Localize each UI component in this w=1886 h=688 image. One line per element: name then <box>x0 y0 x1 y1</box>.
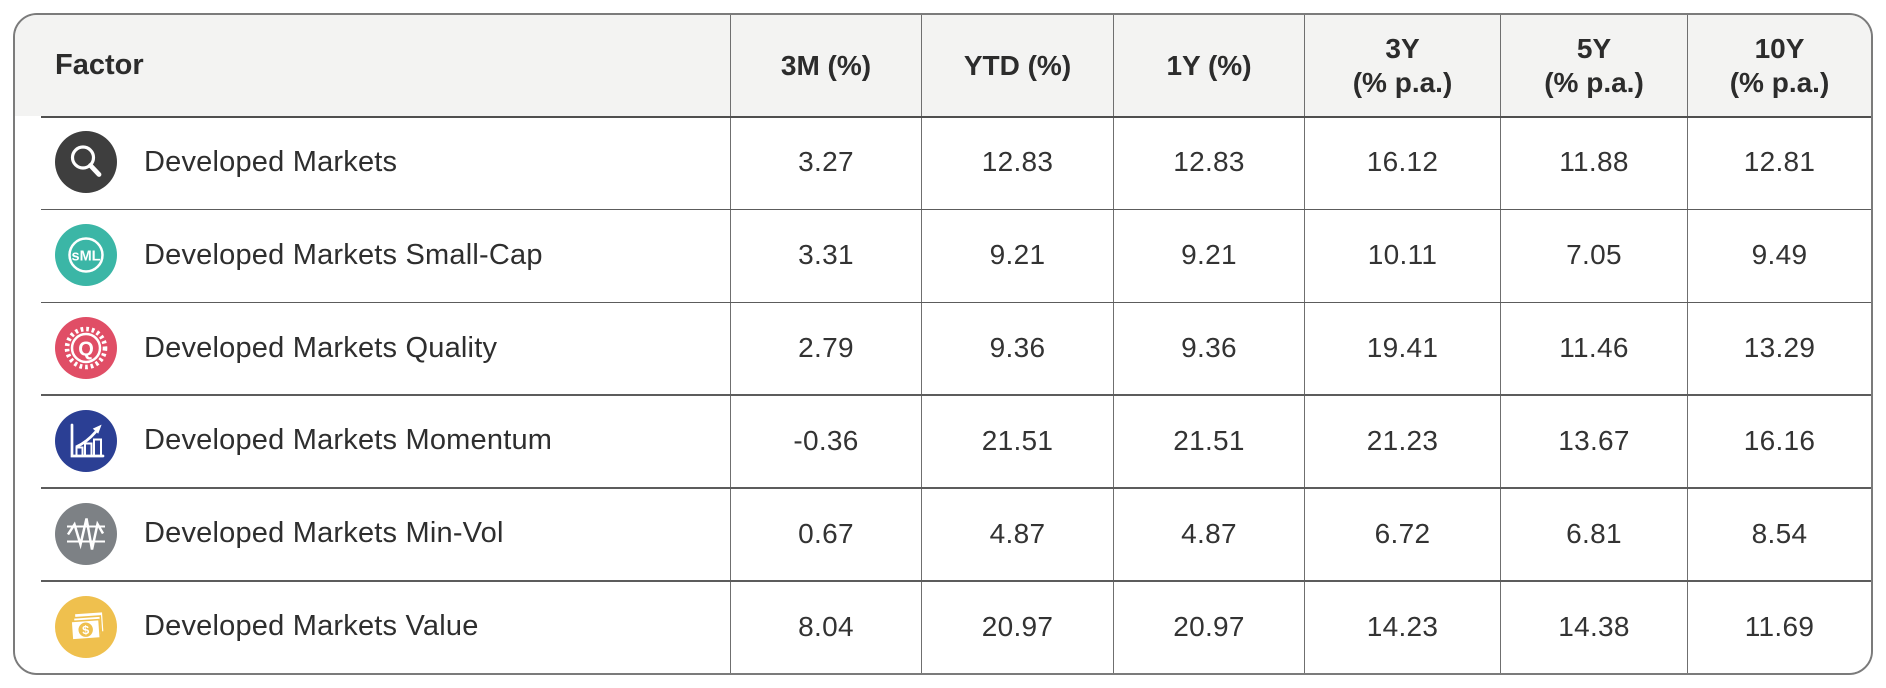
column-header-label: 10Y <box>1754 33 1805 65</box>
value-cell: 6.72 <box>1304 487 1500 581</box>
value-cell: 6.81 <box>1500 487 1687 581</box>
value-cell: 11.69 <box>1687 580 1871 673</box>
momentum-chart-icon <box>55 409 117 472</box>
value-cell: 13.29 <box>1687 301 1871 395</box>
magnifier-icon <box>55 131 117 194</box>
quality-seal-icon: Q <box>55 317 117 380</box>
column-header-factor: Factor <box>15 15 730 116</box>
value-cell: 14.38 <box>1500 580 1687 673</box>
value-cell: 16.16 <box>1687 394 1871 488</box>
value-cell: 20.97 <box>1113 580 1304 673</box>
column-header-sublabel: (% p.a.) <box>1352 66 1453 98</box>
value-cell: 9.36 <box>921 301 1113 395</box>
column-header-label: 5Y <box>1576 33 1612 65</box>
small-cap-badge-icon: sML <box>55 224 117 287</box>
factor-label: Developed Markets Min-Vol <box>144 517 504 550</box>
svg-text:$: $ <box>82 623 90 637</box>
volatility-line-icon <box>55 502 117 565</box>
value-cell: 7.05 <box>1500 208 1687 302</box>
value-cell: 9.36 <box>1113 301 1304 395</box>
value-cell: 19.41 <box>1304 301 1500 395</box>
column-header-5y: 5Y (% p.a.) <box>1500 15 1687 116</box>
factor-cell: Developed Markets Min-Vol <box>15 487 730 580</box>
value-cell: 9.49 <box>1687 208 1871 302</box>
value-cell: 3.31 <box>730 208 921 302</box>
column-header-label: YTD (%) <box>963 49 1072 81</box>
value-cell: 8.04 <box>730 580 921 673</box>
value-cell: 21.23 <box>1304 394 1500 488</box>
value-cell: 11.88 <box>1500 116 1687 209</box>
svg-text:sML: sML <box>72 249 101 265</box>
value-cell: 12.81 <box>1687 116 1871 209</box>
value-cell: 16.12 <box>1304 116 1500 209</box>
factor-cell: $ Developed Markets Value <box>15 580 730 673</box>
factor-label: Developed Markets Value <box>144 610 479 643</box>
factor-label: Developed Markets Small-Cap <box>144 238 543 271</box>
value-cell: 13.67 <box>1500 394 1687 488</box>
column-header-label: 3Y <box>1385 33 1420 65</box>
value-cell: 10.11 <box>1304 208 1500 302</box>
value-cell: 14.23 <box>1304 580 1500 673</box>
table-row-quality: Q Developed Markets Quality 2.79 9.36 9.… <box>15 301 1871 395</box>
column-header-3y: 3Y (% p.a.) <box>1304 15 1500 116</box>
value-cell: 21.51 <box>1113 394 1304 488</box>
money-icon: $ <box>55 595 117 658</box>
factor-cell: Q Developed Markets Quality <box>15 302 730 395</box>
value-cell: 11.46 <box>1500 301 1687 395</box>
table-header-row: Factor 3M (%) YTD (%) 1Y (%) 3Y (% p.a.) … <box>15 15 1871 116</box>
value-cell: 12.83 <box>1113 116 1304 209</box>
factor-label: Developed Markets <box>144 145 398 178</box>
value-cell: 9.21 <box>1113 208 1304 302</box>
table-row-min-vol: Developed Markets Min-Vol 0.67 4.87 4.87… <box>15 487 1871 581</box>
factor-label: Developed Markets Quality <box>144 331 498 364</box>
value-cell: 20.97 <box>921 580 1113 673</box>
column-header-label: 3M (%) <box>780 49 872 81</box>
column-header-10y: 10Y (% p.a.) <box>1687 15 1871 116</box>
value-cell: 8.54 <box>1687 487 1871 581</box>
factor-cell: sML Developed Markets Small-Cap <box>15 209 730 302</box>
table-row-small-cap: sML Developed Markets Small-Cap 3.31 9.2… <box>15 208 1871 302</box>
column-header-sublabel: (% p.a.) <box>1544 66 1644 98</box>
value-cell: -0.36 <box>730 394 921 488</box>
value-cell: 12.83 <box>921 116 1113 209</box>
value-cell: 4.87 <box>1113 487 1304 581</box>
value-cell: 3.27 <box>730 116 921 209</box>
table-row-value: $ Developed Markets Value 8.04 20.97 20.… <box>15 580 1871 673</box>
column-header-ytd: YTD (%) <box>921 15 1113 116</box>
table-row-developed-markets: Developed Markets 3.27 12.83 12.83 16.12… <box>15 116 1871 209</box>
table-row-momentum: Developed Markets Momentum -0.36 21.51 2… <box>15 394 1871 488</box>
column-header-label: Factor <box>55 49 144 81</box>
factor-cell: Developed Markets <box>15 116 730 209</box>
value-cell: 0.67 <box>730 487 921 581</box>
value-cell: 2.79 <box>730 301 921 395</box>
column-header-label: 1Y (%) <box>1166 49 1252 81</box>
value-cell: 21.51 <box>921 394 1113 488</box>
value-cell: 9.21 <box>921 208 1113 302</box>
factor-label: Developed Markets Momentum <box>144 424 553 457</box>
column-header-1y: 1Y (%) <box>1113 15 1304 116</box>
column-header-sublabel: (% p.a.) <box>1729 66 1830 98</box>
factor-cell: Developed Markets Momentum <box>15 394 730 487</box>
column-header-3m: 3M (%) <box>730 15 921 116</box>
factor-performance-table: Factor 3M (%) YTD (%) 1Y (%) 3Y (% p.a.) … <box>13 13 1873 675</box>
svg-text:Q: Q <box>78 339 94 361</box>
value-cell: 4.87 <box>921 487 1113 581</box>
